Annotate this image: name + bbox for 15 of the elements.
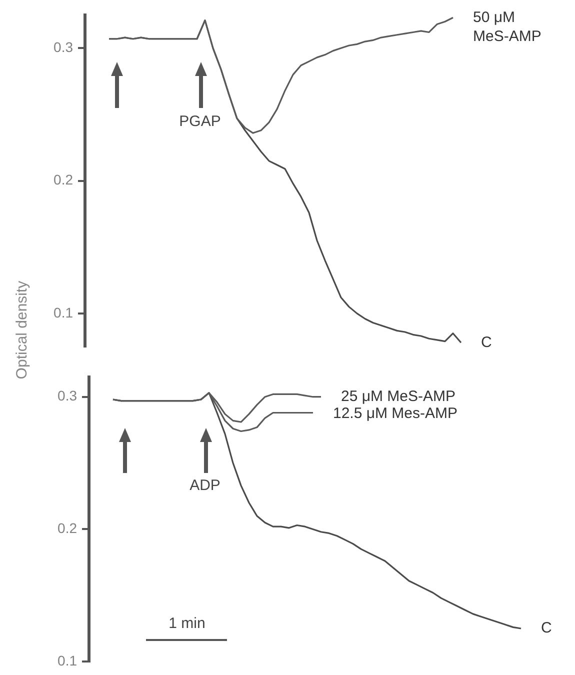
y-axis-title: Optical density <box>14 280 30 380</box>
series-label: C <box>481 334 492 351</box>
annotation: ADP <box>190 477 220 494</box>
annotation: 1 min <box>168 615 206 632</box>
series-label: C <box>541 620 552 637</box>
series-label: 12.5 μM Mes-AMP <box>333 404 458 422</box>
y-tick-label: 0.1 <box>58 652 78 668</box>
series-label: 50 μM MeS-AMP <box>473 8 542 45</box>
y-tick-label: 0.3 <box>54 39 74 56</box>
y-tick-label: 0.2 <box>58 520 78 536</box>
annotation: PGAP <box>179 113 221 130</box>
y-tick-label: 0.1 <box>54 304 74 320</box>
y-tick-label: 0.2 <box>54 172 74 188</box>
y-tick-label: 0.3 <box>58 388 78 404</box>
series-label: 25 μM MeS-AMP <box>341 388 456 405</box>
